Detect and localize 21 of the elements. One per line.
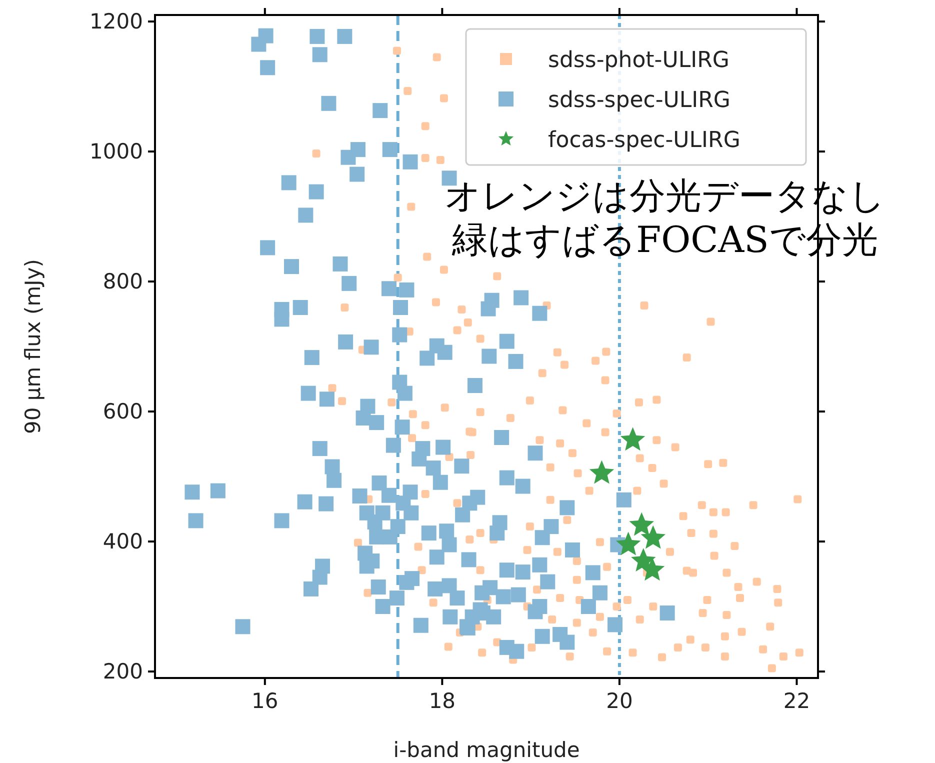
legend-label: sdss-spec-ULIRG: [548, 88, 730, 113]
y-axis-title: 90 μm flux (mJy): [21, 259, 45, 434]
x-axis-title: i-band magnitude: [393, 738, 580, 762]
legend-label: focas-spec-ULIRG: [548, 128, 740, 153]
y-tick-label: 400: [102, 530, 143, 554]
point: [629, 512, 654, 536]
point: [640, 557, 665, 581]
x-tick-label: 20: [606, 689, 633, 713]
legend-label: sdss-phot-ULIRG: [548, 48, 730, 73]
x-tick-label: 18: [428, 689, 456, 713]
y-tick-label: 800: [102, 270, 143, 294]
point: [640, 525, 666, 549]
point: [620, 427, 646, 451]
y-tick-label: 200: [102, 660, 143, 684]
x-tick-label: 22: [783, 689, 810, 713]
x-tick-label: 16: [252, 689, 278, 713]
y-tick-label: 1000: [90, 140, 143, 164]
y-tick-label: 1200: [90, 10, 143, 34]
point: [616, 532, 641, 556]
point: [589, 460, 614, 484]
y-tick-label: 600: [102, 400, 143, 424]
